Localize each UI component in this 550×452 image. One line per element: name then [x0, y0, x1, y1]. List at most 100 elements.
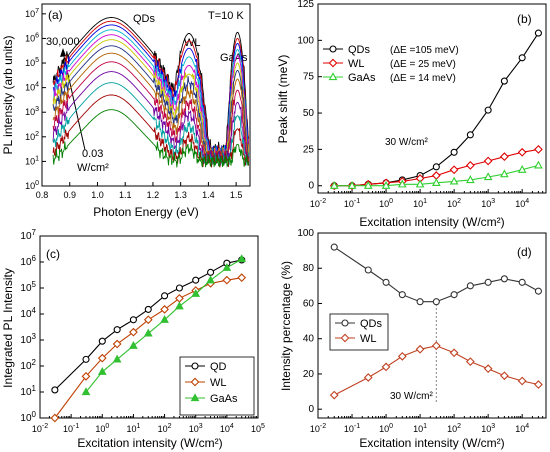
panel-a-x-tick-label: 1.0: [91, 190, 104, 200]
panel-b-data-point: [517, 147, 527, 157]
panel-a-wl-label: WL: [184, 37, 201, 49]
panel-c-data-point: [81, 371, 91, 381]
panel-a-x-tick-label: 1.5: [230, 190, 243, 200]
panel-d-data-point: [466, 282, 474, 290]
panel-b-y-tick-label: 100: [297, 35, 314, 46]
panel-b-data-point: [397, 179, 407, 188]
panel-c-legend-label: QD: [210, 361, 227, 373]
panel-c-label: (c): [46, 247, 60, 261]
panel-a-y-tick-label: 100: [25, 180, 39, 191]
panel-d-data-point: [517, 376, 527, 386]
panel-c-data-point: [81, 387, 91, 396]
panel-b-legend-marker: [329, 45, 337, 53]
panel-c-y-axis-label: Integrated PL Intensity: [1, 268, 15, 388]
panel-d-y-tick-label: 40: [303, 334, 315, 345]
panel-b-x-tick-label: 103: [481, 198, 495, 209]
panel-c-data-point: [191, 289, 201, 297]
panel-d-x-axis-label: Excitation intensity (W/cm²): [359, 436, 504, 450]
panel-b-legend-delta: (ΔE = 14 meV): [390, 73, 456, 84]
panel-c-data-point: [129, 341, 138, 349]
panel-c-legend-label: GaAs: [210, 393, 238, 405]
panel-c-y-tick-label: 100: [20, 410, 36, 424]
panel-d-data-point: [518, 278, 526, 286]
panel-b-peak-shift: (b) 30 W/cm² Excitation intensity (W/cm²…: [276, 0, 547, 229]
panel-c-data-point: [97, 367, 107, 375]
panel-b-data-point: [381, 180, 391, 189]
panel-b-data-point: [415, 179, 425, 188]
panel-b-x-tick-label: 10-1: [344, 198, 360, 209]
panel-d-label: (d): [517, 245, 532, 259]
panel-c-y-tick-label: 105: [20, 280, 36, 294]
panel-b-data-point: [518, 54, 526, 62]
panel-d-data-point: [484, 278, 492, 286]
panel-d-data-point: [450, 291, 458, 299]
panel-c-data-point: [175, 293, 184, 303]
panel-d-x-tick-label: 101: [413, 423, 427, 434]
panel-b-legend-label: QDs: [348, 44, 371, 56]
panel-d-x-tick-label: 102: [447, 423, 461, 434]
panel-d-x-tick-label: 10-2: [310, 423, 326, 434]
panel-b-label: (b): [517, 12, 532, 26]
panel-c-data-point: [192, 276, 200, 284]
panel-b-data-point: [534, 145, 543, 154]
panel-c-x-tick-label: 10-2: [32, 423, 48, 434]
panel-a-spectrum: [52, 71, 250, 164]
panel-b-y-tick-label: 50: [303, 108, 315, 119]
panel-d-y-tick-label: 60: [303, 298, 315, 309]
panel-d-x-tick-label: 103: [481, 423, 495, 434]
panel-d-legend-label: WL: [360, 333, 377, 345]
panel-c-data-point: [206, 275, 215, 284]
panel-d-data-point: [381, 362, 391, 372]
panel-b-data-point: [484, 106, 492, 114]
panel-b-x-tick-label: 100: [379, 198, 393, 209]
panel-a-x-tick-label: 0.8: [36, 190, 49, 200]
panel-c-y-tick-label: 106: [20, 254, 36, 268]
panel-c-data-point: [143, 315, 153, 325]
panel-a-spectrum: [52, 29, 250, 160]
panel-c-legend-marker: [190, 377, 200, 387]
panel-a-x-tick-label: 1.4: [202, 190, 215, 200]
panel-a-label: (a): [48, 8, 63, 22]
panel-d-data-point: [329, 390, 339, 400]
panel-a-pl-spectra: (a) QDs T=10 K WL GaAs 30,000 0.03 W/cm²…: [1, 3, 251, 219]
panel-d-y-tick-label: 80: [303, 263, 315, 274]
panel-d-y-axis-label: Intensity percentage (%): [279, 261, 293, 391]
panel-b-legend-label: GaAs: [348, 72, 376, 84]
panel-b-data-point: [347, 180, 357, 189]
panel-b-data-point: [500, 152, 509, 162]
panel-c-data-point: [129, 327, 138, 337]
panel-c-x-tick-label: 10-1: [63, 423, 79, 434]
panel-b-data-point: [500, 77, 508, 85]
panel-c-data-point: [237, 254, 247, 263]
panel-d-data-point: [534, 380, 543, 389]
panel-c-data-point: [222, 275, 232, 285]
panel-c-legend-marker: [191, 362, 199, 370]
panel-d-data-point: [364, 266, 372, 274]
panel-c-y-tick-label: 107: [20, 228, 36, 242]
panel-b-data-point: [431, 178, 441, 186]
panel-b-legend-marker: [328, 72, 338, 81]
panel-c-data-point: [51, 386, 59, 394]
panel-b-x-axis-label: Excitation intensity (W/cm²): [359, 215, 504, 229]
panel-d-intensity-percentage: (d) 30 W/cm² Excitation intensity (W/cm²…: [279, 228, 547, 450]
panel-a-x-tick-label: 0.9: [63, 190, 76, 200]
panel-c-data-point: [161, 292, 169, 300]
panel-b-x-tick-label: 101: [413, 198, 427, 209]
panel-d-x-tick-label: 10-1: [344, 423, 360, 434]
panel-d-data-point: [500, 371, 509, 381]
panel-c-data-point: [82, 355, 90, 363]
panel-b-y-tick-label: 0: [308, 181, 314, 192]
panel-d-legend-marker: [340, 333, 350, 343]
panel-b-data-point: [517, 164, 527, 173]
panel-a-y-tick-label: 104: [25, 82, 39, 93]
panel-c-x-tick-label: 104: [220, 423, 234, 434]
panel-a-y-tick-label: 102: [25, 131, 39, 142]
panel-a-high-intensity-label: 30,000: [46, 36, 80, 48]
panel-c-data-point: [144, 305, 152, 313]
panel-a-temperature-label: T=10 K: [208, 10, 244, 22]
panel-c-legend-marker: [190, 393, 200, 402]
panel-b-y-axis-label: Peak shift (meV): [276, 55, 290, 144]
panel-c-x-tick-label: 101: [126, 423, 140, 434]
panel-c-integrated-pl: (c) Excitation intensity (W/cm²) Integra…: [1, 228, 265, 450]
